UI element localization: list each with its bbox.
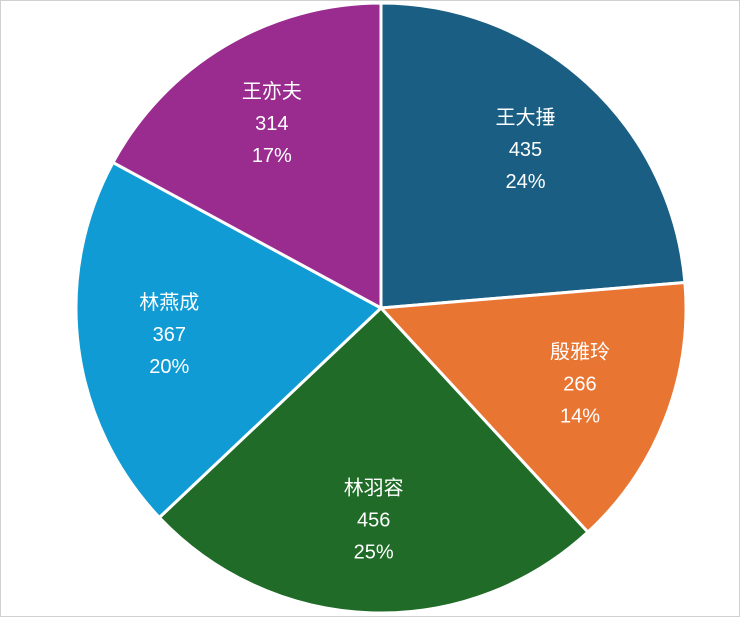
slice-value: 266 [563, 374, 596, 396]
slice-name: 林燕成 [139, 291, 199, 314]
pie-slice [377, 280, 688, 535]
slice-value: 456 [357, 510, 390, 532]
slice-percent: 25% [354, 542, 394, 564]
pie-slice [110, 1, 383, 311]
pie-slice [379, 1, 687, 310]
slice-name: 王亦夫 [242, 80, 302, 103]
slice-percent: 24% [505, 171, 545, 193]
slice-value: 314 [255, 113, 288, 135]
slice-name: 林羽容 [344, 477, 404, 500]
slice-value: 435 [509, 139, 542, 161]
slice-value: 367 [153, 324, 186, 346]
slice-percent: 20% [149, 356, 189, 378]
slice-percent: 14% [560, 406, 600, 428]
slice-name: 殷雅玲 [550, 341, 610, 364]
slice-percent: 17% [252, 145, 292, 167]
slice-name: 王大捶 [496, 106, 556, 129]
pie-slice [157, 305, 590, 615]
pie-slice [74, 160, 384, 520]
